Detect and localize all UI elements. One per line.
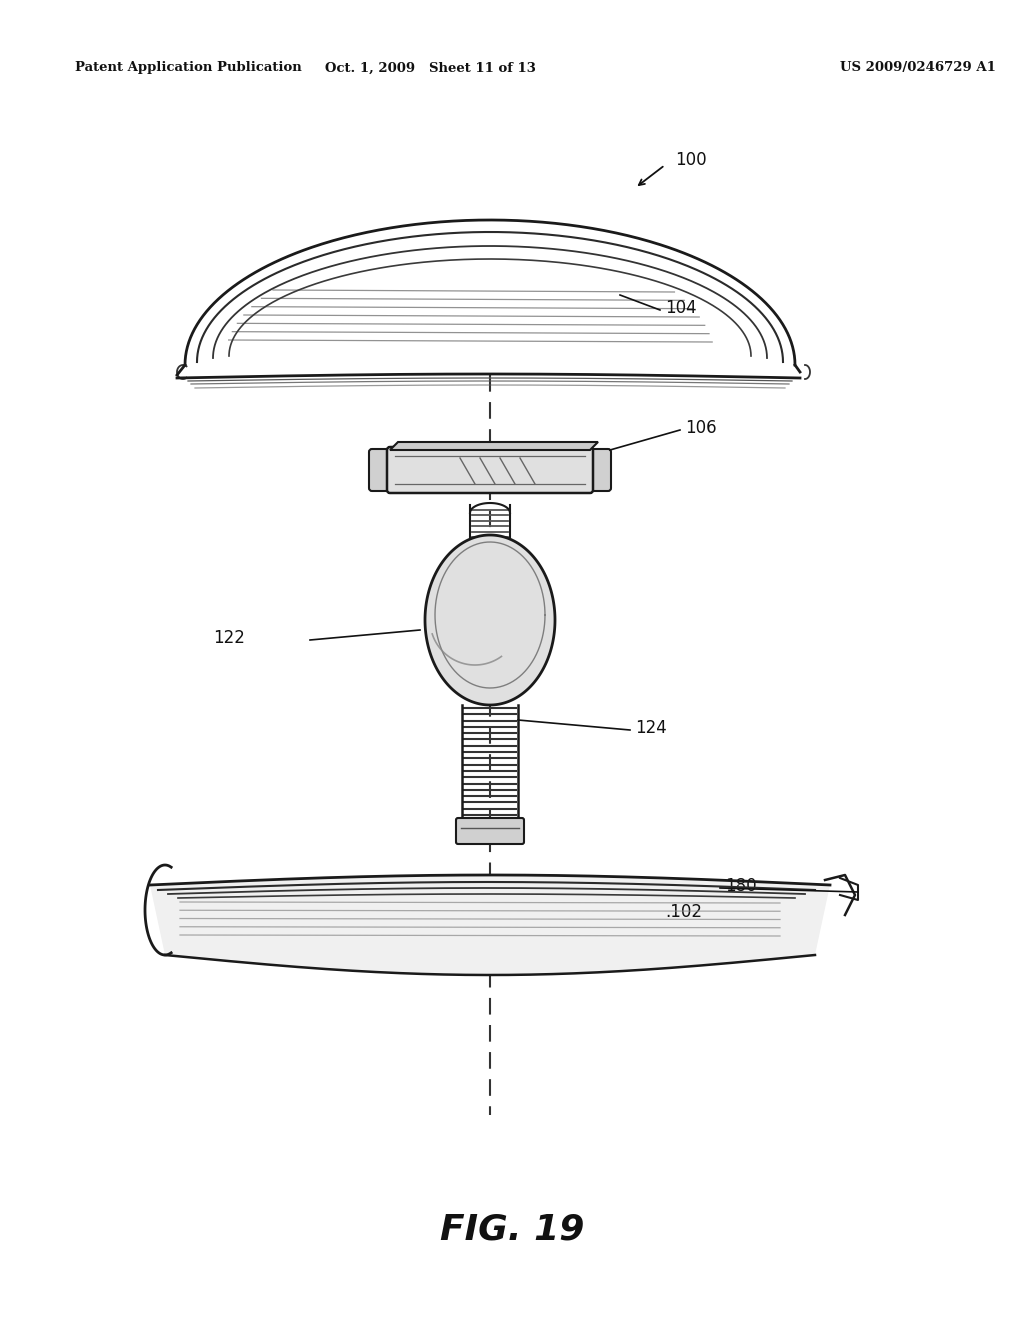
Polygon shape (150, 875, 830, 975)
Text: 100: 100 (675, 150, 707, 169)
Text: 180: 180 (725, 876, 757, 895)
Text: Oct. 1, 2009   Sheet 11 of 13: Oct. 1, 2009 Sheet 11 of 13 (325, 62, 536, 74)
Polygon shape (390, 442, 598, 450)
FancyBboxPatch shape (585, 449, 611, 491)
Text: .102: .102 (665, 903, 702, 921)
FancyBboxPatch shape (456, 818, 524, 843)
Text: US 2009/0246729 A1: US 2009/0246729 A1 (840, 62, 996, 74)
Text: 124: 124 (635, 719, 667, 737)
Text: 122: 122 (213, 630, 245, 647)
FancyBboxPatch shape (369, 449, 395, 491)
Text: 104: 104 (665, 300, 696, 317)
Text: 106: 106 (685, 418, 717, 437)
FancyBboxPatch shape (387, 447, 593, 492)
Polygon shape (425, 535, 555, 705)
Text: FIG. 19: FIG. 19 (440, 1213, 584, 1247)
Text: Patent Application Publication: Patent Application Publication (75, 62, 302, 74)
